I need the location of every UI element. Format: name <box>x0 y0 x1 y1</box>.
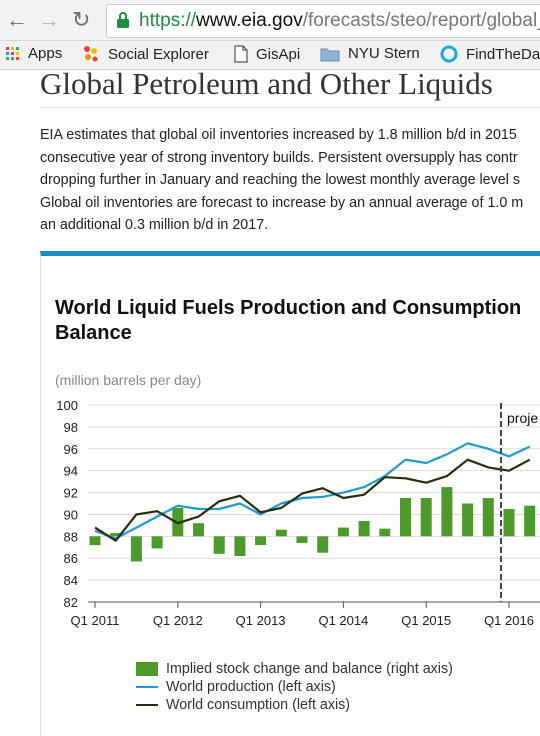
legend-item-consumption[interactable]: World consumption (left axis) <box>136 696 453 714</box>
production-line <box>94 442 531 540</box>
url-host: www.eia.gov <box>196 10 303 31</box>
legend-item-stock[interactable]: Implied stock change and balance (right … <box>136 660 453 678</box>
bookmark-label: GisApi <box>256 45 301 63</box>
legend-label: World production (left axis) <box>166 679 336 695</box>
stock-change-bar <box>89 536 101 546</box>
y-tick-label: 100 <box>56 398 78 413</box>
x-tick-label: Q1 2015 <box>401 613 451 628</box>
stock-change-bar <box>462 503 474 537</box>
y-tick-label: 84 <box>64 573 78 588</box>
stock-change-bar <box>503 508 515 537</box>
bookmark-nyu-stern[interactable]: NYU Stern <box>320 45 420 62</box>
y-tick-label: 96 <box>64 442 78 457</box>
back-arrow-icon[interactable]: ← <box>6 7 28 32</box>
x-tick-label: Q1 2011 <box>71 613 120 628</box>
legend-swatch-line <box>136 704 158 706</box>
x-tick-label: Q1 2013 <box>236 613 286 628</box>
stock-change-bar <box>193 523 204 537</box>
legend-swatch-bar <box>136 662 158 676</box>
y-tick-label: 88 <box>64 529 78 544</box>
y-tick-label: 94 <box>64 464 78 479</box>
bookmark-label: NYU Stern <box>348 45 420 62</box>
legend-label: World consumption (left axis) <box>166 697 351 713</box>
x-tick-label: Q1 2014 <box>318 613 368 628</box>
social-explorer-icon <box>84 46 98 62</box>
consumption-line <box>94 458 531 542</box>
reload-icon[interactable]: ↻ <box>72 7 91 32</box>
stock-change-bar <box>400 498 411 537</box>
y-tick-label: 82 <box>64 595 78 610</box>
stock-change-bar <box>110 533 122 537</box>
url-text: https://www.eia.gov/forecasts/steo/repor… <box>139 10 540 32</box>
chart-units-label: (million barrels per day) <box>55 372 202 388</box>
stock-change-bar <box>441 487 453 537</box>
bookmarks-bar: Apps Social Explorer GisApi NYU Stern Fi… <box>0 41 540 70</box>
stock-change-bar <box>255 536 267 546</box>
stock-change-bar <box>317 536 329 553</box>
stock-change-bar <box>213 536 225 554</box>
findthedata-icon <box>440 45 458 63</box>
bookmark-findthedata[interactable]: FindTheDat <box>440 45 540 63</box>
stock-change-bar <box>275 529 287 537</box>
bookmark-apps[interactable]: Apps <box>6 45 62 62</box>
y-tick-label: 86 <box>64 551 78 566</box>
paragraph-line: dropping further in January and reaching… <box>40 172 521 188</box>
bookmark-social-explorer[interactable]: Social Explorer <box>82 45 209 63</box>
y-tick-label: 98 <box>64 420 78 435</box>
stock-change-bar <box>524 505 536 537</box>
chart-plot: 82 84 86 88 90 92 94 96 98 100 Q1 2011 Q1 2012 Q1 20… <box>56 398 540 628</box>
forward-arrow-icon[interactable]: → <box>38 7 60 32</box>
legend-item-production[interactable]: World production (left axis) <box>136 678 453 696</box>
projection-label: proje <box>507 410 538 426</box>
stock-change-bar <box>151 536 163 549</box>
paragraph-line: consecutive year of strong inventory bui… <box>40 149 518 166</box>
bookmark-label: Apps <box>28 45 63 62</box>
apps-grid-icon <box>6 46 19 60</box>
x-tick-label: Q1 2012 <box>153 613 203 628</box>
legend-label: Implied stock change and balance (right … <box>166 661 453 677</box>
stock-change-bar <box>296 536 308 543</box>
page-icon <box>234 45 248 63</box>
y-tick-label: 92 <box>64 486 78 501</box>
stock-change-bar <box>379 528 391 537</box>
folder-icon <box>320 48 340 61</box>
page-title: Global Petroleum and Other Liquids <box>40 66 493 101</box>
bookmark-gisapi[interactable]: GisApi <box>234 45 300 63</box>
chart-title: World Liquid Fuels Production and Consum… <box>55 297 522 344</box>
bookmark-label: FindTheDat <box>466 45 540 63</box>
intro-paragraph: EIA estimates that global oil inventorie… <box>40 124 540 237</box>
paragraph-line: an additional 0.3 million b/d in 2017. <box>40 217 269 233</box>
chart-card <box>40 251 540 736</box>
stock-change-bar <box>130 536 142 562</box>
title-divider <box>40 107 540 108</box>
y-tick-label: 90 <box>64 507 78 522</box>
stock-change-bar <box>420 498 432 537</box>
paragraph-line: Global oil inventories are forecast to i… <box>40 194 524 211</box>
legend-swatch-line <box>136 686 158 688</box>
url-scheme: https:// <box>139 10 197 31</box>
chart-legend: Implied stock change and balance (right … <box>136 660 453 714</box>
browser-toolbar: ← → ↻ https://www.eia.gov/forecasts/steo… <box>0 0 540 41</box>
x-tick-label: Q1 2016 <box>484 613 534 628</box>
stock-change-bar <box>234 536 246 557</box>
lock-icon <box>117 12 129 28</box>
bookmark-label: Social Explorer <box>108 45 209 63</box>
stock-change-bar <box>337 527 349 537</box>
paragraph-line: EIA estimates that global oil inventorie… <box>40 127 517 143</box>
stock-change-bar <box>482 498 494 537</box>
url-path: /forecasts/steo/report/global_ <box>302 10 540 31</box>
address-bar[interactable]: https://www.eia.gov/forecasts/steo/repor… <box>106 4 540 38</box>
stock-change-bar <box>358 521 370 537</box>
